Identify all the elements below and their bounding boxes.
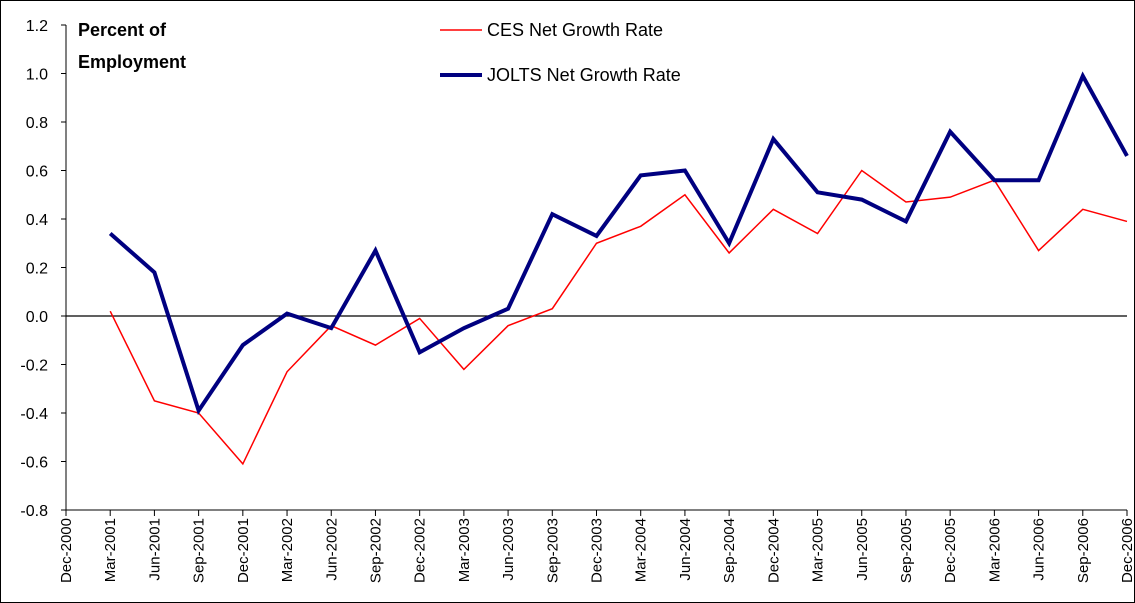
x-tick-label: Dec-2002 <box>412 518 429 583</box>
x-tick-label: Sep-2005 <box>898 518 915 583</box>
x-tick-label: Dec-2000 <box>58 518 75 583</box>
x-tick-label: Jun-2005 <box>854 518 871 581</box>
series-line <box>108 71 1129 416</box>
x-tick-label: Mar-2004 <box>633 518 650 582</box>
annotation: Percent of <box>78 20 167 40</box>
y-tick-label: 1.0 <box>26 67 48 84</box>
x-tick-label: Mar-2003 <box>456 518 473 582</box>
y-tick-label: -0.4 <box>20 406 48 423</box>
annotation: Employment <box>78 52 186 72</box>
x-tick-label: Sep-2004 <box>721 518 738 583</box>
series-line <box>109 169 1128 466</box>
x-tick-label: Mar-2001 <box>102 518 119 582</box>
x-tick-label: Sep-2006 <box>1075 518 1092 583</box>
x-tick-label: Dec-2005 <box>942 518 959 583</box>
x-tick-label: Dec-2004 <box>765 518 782 583</box>
x-tick-label: Jun-2003 <box>500 518 517 581</box>
x-tick-label: Mar-2002 <box>279 518 296 582</box>
x-tick-label: Sep-2002 <box>367 518 384 583</box>
y-tick-label: 0.2 <box>26 261 48 278</box>
x-tick-label: Jun-2002 <box>323 518 340 581</box>
x-tick-label: Jun-2006 <box>1031 518 1048 581</box>
legend-label: CES Net Growth Rate <box>487 20 663 40</box>
x-tick-label: Mar-2006 <box>986 518 1003 582</box>
x-tick-label: Jun-2004 <box>677 518 694 581</box>
y-tick-label: 0.8 <box>26 115 48 132</box>
x-tick-label: Sep-2001 <box>191 518 208 583</box>
x-tick-label: Dec-2006 <box>1119 518 1135 583</box>
x-tick-label: Dec-2001 <box>235 518 252 583</box>
y-tick-label: -0.6 <box>20 455 48 472</box>
y-tick-label: 0.0 <box>26 309 48 326</box>
y-tick-label: 1.2 <box>26 18 48 35</box>
x-tick-label: Mar-2005 <box>810 518 827 582</box>
x-tick-label: Sep-2003 <box>544 518 561 583</box>
y-tick-label: 0.6 <box>26 164 48 181</box>
x-tick-label: Dec-2003 <box>589 518 606 583</box>
x-tick-label: Jun-2001 <box>146 518 163 581</box>
y-tick-label: -0.8 <box>20 503 48 520</box>
y-tick-label: -0.2 <box>20 358 48 375</box>
legend-label: JOLTS Net Growth Rate <box>487 65 681 85</box>
y-tick-label: 0.4 <box>26 212 48 229</box>
